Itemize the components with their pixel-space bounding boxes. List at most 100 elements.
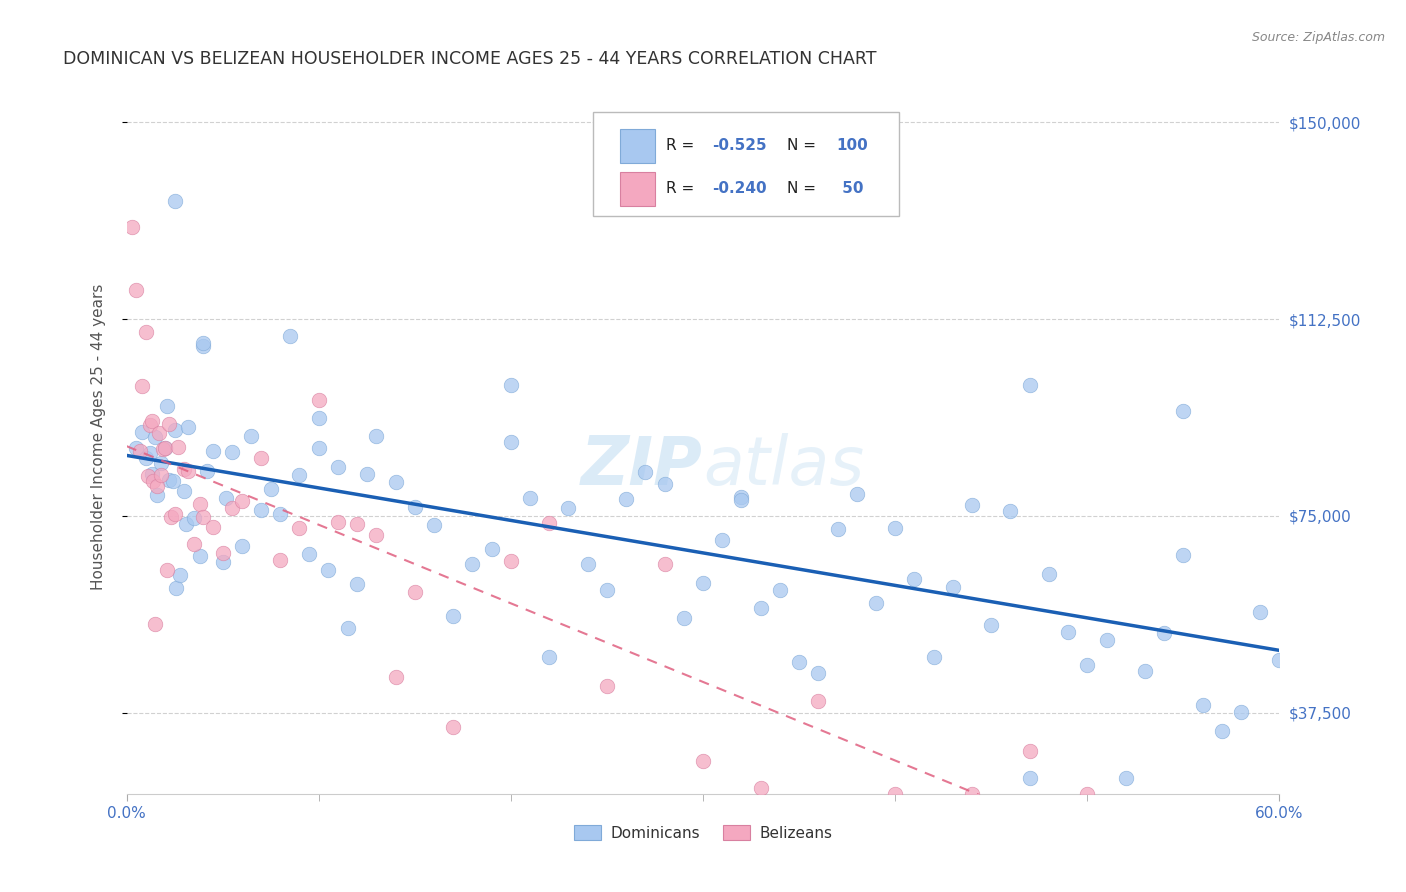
Point xyxy=(1115,771,1137,785)
Point xyxy=(1173,404,1195,418)
Point xyxy=(146,488,169,502)
Point xyxy=(807,694,830,708)
Point xyxy=(441,608,464,623)
Point xyxy=(138,446,160,460)
Point xyxy=(1268,652,1291,666)
Point xyxy=(654,558,676,572)
Point xyxy=(318,563,340,577)
Point xyxy=(202,519,225,533)
Point xyxy=(942,580,965,594)
Point xyxy=(162,474,184,488)
Point xyxy=(159,510,181,524)
Text: N =: N = xyxy=(787,181,821,196)
Point xyxy=(1076,787,1098,801)
Point xyxy=(827,523,849,537)
Point xyxy=(288,468,311,483)
Point xyxy=(188,497,211,511)
Point xyxy=(404,500,426,515)
Point xyxy=(1000,504,1022,518)
Legend: Dominicans, Belizeans: Dominicans, Belizeans xyxy=(568,819,838,847)
Point xyxy=(749,601,772,615)
Point xyxy=(366,429,388,443)
Point xyxy=(499,377,522,392)
Point xyxy=(193,510,215,524)
Point xyxy=(499,554,522,568)
Point xyxy=(519,491,541,505)
Point xyxy=(538,650,561,665)
Point xyxy=(384,670,406,684)
Point xyxy=(131,378,153,392)
Point xyxy=(326,515,349,529)
Point xyxy=(404,585,426,599)
Point xyxy=(538,516,561,530)
Point xyxy=(250,451,273,466)
Point xyxy=(173,461,195,475)
Point xyxy=(136,469,159,483)
Point xyxy=(195,464,218,478)
Point xyxy=(135,325,157,339)
Point xyxy=(1211,723,1233,738)
Text: R =: R = xyxy=(666,138,699,153)
Point xyxy=(672,611,695,625)
Point xyxy=(356,467,378,481)
Point xyxy=(308,410,330,425)
Point xyxy=(177,420,200,434)
Point xyxy=(142,474,165,488)
Bar xyxy=(620,128,655,163)
Point xyxy=(146,479,169,493)
Point xyxy=(193,339,215,353)
Point xyxy=(308,441,330,455)
Point xyxy=(125,283,148,297)
Point xyxy=(884,521,907,535)
Point xyxy=(221,500,243,515)
Point xyxy=(1076,657,1098,672)
Point xyxy=(259,483,281,497)
Point xyxy=(441,720,464,734)
Point xyxy=(1038,566,1060,581)
Point xyxy=(163,194,186,208)
Text: -0.525: -0.525 xyxy=(713,138,766,153)
Point xyxy=(269,507,291,521)
Point xyxy=(1018,771,1040,785)
Point xyxy=(250,503,273,517)
Point xyxy=(922,650,945,665)
FancyBboxPatch shape xyxy=(593,112,898,216)
Point xyxy=(167,440,190,454)
Point xyxy=(145,430,166,444)
Point xyxy=(576,557,599,571)
Point xyxy=(845,486,868,500)
Point xyxy=(366,527,388,541)
Point xyxy=(346,577,368,591)
Point xyxy=(202,443,225,458)
Point xyxy=(163,423,186,437)
Point xyxy=(153,441,176,455)
Text: Source: ZipAtlas.com: Source: ZipAtlas.com xyxy=(1251,31,1385,45)
Point xyxy=(183,511,205,525)
Text: N =: N = xyxy=(787,138,821,153)
Point xyxy=(787,655,810,669)
Point xyxy=(173,483,195,498)
Text: R =: R = xyxy=(666,181,699,196)
Point xyxy=(326,459,349,474)
Point xyxy=(152,442,174,456)
Text: atlas: atlas xyxy=(703,433,865,499)
Point xyxy=(692,754,714,768)
Point xyxy=(960,498,983,512)
Bar xyxy=(620,171,655,206)
Point xyxy=(166,582,188,596)
Text: -0.240: -0.240 xyxy=(713,181,766,196)
Point xyxy=(135,451,157,466)
Point xyxy=(960,787,983,801)
Point xyxy=(156,563,179,577)
Point xyxy=(557,500,579,515)
Point xyxy=(730,493,752,508)
Point xyxy=(150,456,173,470)
Point xyxy=(481,541,503,556)
Point xyxy=(865,596,887,610)
Text: DOMINICAN VS BELIZEAN HOUSEHOLDER INCOME AGES 25 - 44 YEARS CORRELATION CHART: DOMINICAN VS BELIZEAN HOUSEHOLDER INCOME… xyxy=(63,50,876,68)
Point xyxy=(157,473,180,487)
Point xyxy=(980,617,1002,632)
Point xyxy=(138,417,160,432)
Point xyxy=(125,441,148,455)
Point xyxy=(1018,744,1040,758)
